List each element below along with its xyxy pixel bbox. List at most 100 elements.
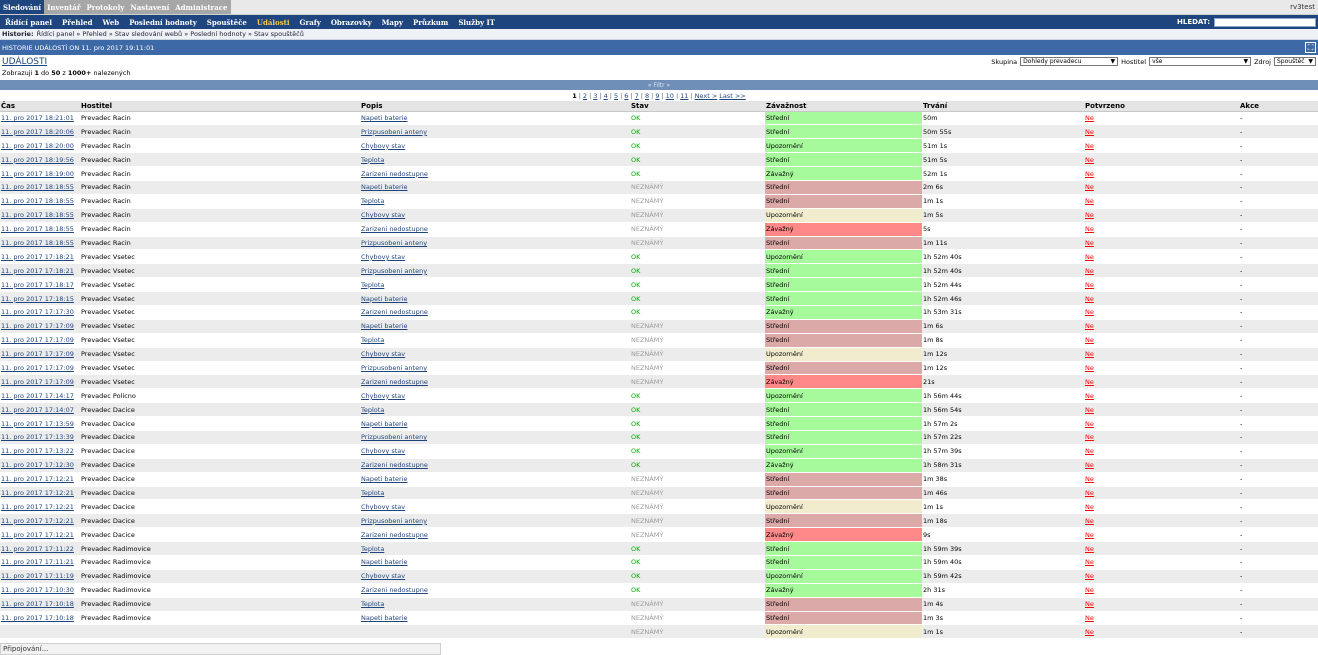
menu-item[interactable]: Řídící panel bbox=[5, 17, 53, 27]
event-description-link[interactable]: Teplota bbox=[361, 405, 385, 414]
event-time-link[interactable]: 11. pro 2017 17:17:09 bbox=[1, 336, 74, 345]
event-time-link[interactable]: 11. pro 2017 17:14:17 bbox=[1, 391, 74, 400]
event-description-link[interactable]: Chybovy stav bbox=[361, 211, 406, 220]
event-time-link[interactable]: 11. pro 2017 17:17:09 bbox=[1, 363, 74, 372]
event-time-link[interactable]: 11. pro 2017 18:19:00 bbox=[1, 169, 74, 178]
event-description-link[interactable]: Chybovy stav bbox=[361, 572, 406, 581]
top-tab[interactable]: Inventář bbox=[44, 0, 84, 14]
page-link[interactable]: 4 bbox=[603, 91, 608, 100]
event-description-link[interactable]: Teplota bbox=[361, 488, 385, 497]
event-time-link[interactable]: 11. pro 2017 17:17:30 bbox=[1, 308, 74, 317]
menu-item[interactable]: Přehled bbox=[62, 17, 93, 27]
menu-item[interactable]: Události bbox=[256, 17, 290, 27]
next-page-link[interactable]: Next > bbox=[694, 91, 718, 100]
menu-item[interactable]: Poslední hodnoty bbox=[129, 17, 197, 27]
acknowledge-link[interactable]: Ne bbox=[1085, 322, 1094, 331]
event-description-link[interactable]: Prizpusobeni anteny bbox=[361, 127, 428, 136]
event-time-link[interactable]: 11. pro 2017 17:12:21 bbox=[1, 502, 74, 511]
top-tab[interactable]: Administrace bbox=[172, 0, 231, 14]
column-header[interactable]: Čas bbox=[0, 101, 80, 112]
event-description-link[interactable]: Zarizeni nedostupne bbox=[361, 530, 428, 539]
user-name[interactable]: rv3test bbox=[1290, 3, 1315, 11]
page-link[interactable]: 8 bbox=[644, 91, 650, 100]
acknowledge-link[interactable]: Ne bbox=[1085, 475, 1094, 484]
event-time-link[interactable]: 11. pro 2017 17:10:18 bbox=[1, 614, 74, 622]
event-description-link[interactable]: Chybovy stav bbox=[361, 141, 406, 150]
acknowledge-link[interactable]: Ne bbox=[1085, 586, 1094, 595]
acknowledge-link[interactable]: Ne bbox=[1085, 350, 1094, 359]
search-input[interactable] bbox=[1214, 17, 1316, 27]
event-description-link[interactable]: Teplota bbox=[361, 197, 385, 206]
column-header[interactable]: Potvrzeno bbox=[1084, 101, 1239, 112]
event-time-link[interactable]: 11. pro 2017 18:18:55 bbox=[1, 197, 74, 206]
last-page-link[interactable]: Last >> bbox=[719, 91, 746, 100]
event-time-link[interactable]: 11. pro 2017 18:21:01 bbox=[1, 113, 74, 122]
acknowledge-link[interactable]: Ne bbox=[1085, 488, 1094, 497]
event-time-link[interactable]: 11. pro 2017 18:18:55 bbox=[1, 225, 74, 234]
page-link[interactable]: 5 bbox=[613, 91, 619, 100]
page-link[interactable]: 9 bbox=[655, 91, 660, 100]
event-description-link[interactable]: Teplota bbox=[361, 544, 385, 553]
acknowledge-link[interactable]: Ne bbox=[1085, 336, 1094, 345]
event-time-link[interactable]: 11. pro 2017 17:11:21 bbox=[1, 558, 74, 567]
event-description-link[interactable]: Napeti baterie bbox=[361, 419, 408, 428]
acknowledge-link[interactable]: Ne bbox=[1085, 502, 1094, 511]
page-link[interactable]: 3 bbox=[593, 91, 598, 100]
breadcrumb-path[interactable]: Řídící panel » Přehled » Stav sledování … bbox=[36, 30, 304, 38]
acknowledge-link[interactable]: Ne bbox=[1085, 266, 1094, 275]
event-time-link[interactable]: 11. pro 2017 18:20:00 bbox=[1, 141, 74, 150]
event-description-link[interactable]: Napeti baterie bbox=[361, 322, 408, 331]
column-header[interactable]: Trvání bbox=[922, 101, 1084, 112]
acknowledge-link[interactable]: Ne bbox=[1085, 127, 1094, 136]
event-time-link[interactable]: 11. pro 2017 17:12:21 bbox=[1, 488, 74, 497]
event-time-link[interactable]: 11. pro 2017 17:12:21 bbox=[1, 516, 74, 525]
acknowledge-link[interactable]: Ne bbox=[1085, 308, 1094, 317]
acknowledge-link[interactable]: Ne bbox=[1085, 558, 1094, 567]
menu-item[interactable]: Web bbox=[102, 17, 120, 27]
event-time-link[interactable]: 11. pro 2017 17:12:30 bbox=[1, 461, 74, 470]
event-time-link[interactable]: 11. pro 2017 18:18:55 bbox=[1, 211, 74, 220]
event-time-link[interactable]: 11. pro 2017 17:17:09 bbox=[1, 377, 74, 386]
event-time-link[interactable]: 11. pro 2017 18:18:55 bbox=[1, 238, 74, 247]
event-time-link[interactable]: 11. pro 2017 17:10:30 bbox=[1, 586, 74, 595]
event-description-link[interactable]: Prizpusobeni anteny bbox=[361, 238, 428, 247]
event-description-link[interactable]: Chybovy stav bbox=[361, 350, 406, 359]
page-link[interactable]: 7 bbox=[634, 91, 639, 100]
event-description-link[interactable]: Zarizeni nedostupne bbox=[361, 461, 428, 470]
column-header[interactable]: Stav bbox=[630, 101, 765, 112]
event-description-link[interactable]: Prizpusobeni anteny bbox=[361, 516, 428, 525]
event-time-link[interactable]: 11. pro 2017 17:12:21 bbox=[1, 475, 74, 484]
acknowledge-link[interactable]: Ne bbox=[1085, 516, 1094, 525]
page-link[interactable]: 1 bbox=[572, 91, 577, 100]
acknowledge-link[interactable]: Ne bbox=[1085, 238, 1094, 247]
event-description-link[interactable]: Teplota bbox=[361, 600, 385, 609]
source-select[interactable]: Spouštěč ▼ bbox=[1274, 57, 1316, 66]
event-description-link[interactable]: Teplota bbox=[361, 280, 385, 289]
acknowledge-link[interactable]: Ne bbox=[1085, 252, 1094, 261]
event-time-link[interactable]: 11. pro 2017 17:17:09 bbox=[1, 322, 74, 331]
event-time-link[interactable]: 11. pro 2017 17:13:39 bbox=[1, 433, 74, 442]
acknowledge-link[interactable]: Ne bbox=[1085, 113, 1094, 122]
acknowledge-link[interactable]: Ne bbox=[1085, 572, 1094, 581]
event-description-link[interactable]: Zarizeni nedostupne bbox=[361, 586, 428, 595]
event-time-link[interactable]: 11. pro 2017 18:18:55 bbox=[1, 183, 74, 192]
event-time-link[interactable]: 11. pro 2017 17:18:21 bbox=[1, 252, 74, 261]
event-description-link[interactable]: Zarizeni nedostupne bbox=[361, 377, 428, 386]
event-description-link[interactable]: Napeti baterie bbox=[361, 475, 408, 484]
page-link[interactable]: 10 bbox=[665, 91, 674, 100]
menu-item[interactable]: Mapy bbox=[381, 17, 403, 27]
event-time-link[interactable]: 11. pro 2017 17:18:21 bbox=[1, 266, 74, 275]
host-select[interactable]: vše ▼ bbox=[1149, 57, 1252, 66]
event-time-link[interactable]: 11. pro 2017 17:12:21 bbox=[1, 530, 74, 539]
event-time-link[interactable]: 11. pro 2017 17:17:09 bbox=[1, 350, 74, 359]
menu-item[interactable]: Průzkum bbox=[412, 17, 449, 27]
event-description-link[interactable]: Zarizeni nedostupne bbox=[361, 169, 428, 178]
acknowledge-link[interactable]: Ne bbox=[1085, 600, 1094, 609]
event-time-link[interactable]: 11. pro 2017 17:10:18 bbox=[1, 600, 74, 609]
acknowledge-link[interactable]: Ne bbox=[1085, 294, 1094, 303]
acknowledge-link[interactable]: Ne bbox=[1085, 169, 1094, 178]
acknowledge-link[interactable]: Ne bbox=[1085, 141, 1094, 150]
event-time-link[interactable]: 11. pro 2017 17:11:19 bbox=[1, 572, 74, 581]
filter-toggle[interactable]: « Filtr » bbox=[0, 80, 1318, 90]
acknowledge-link[interactable]: Ne bbox=[1085, 447, 1094, 456]
